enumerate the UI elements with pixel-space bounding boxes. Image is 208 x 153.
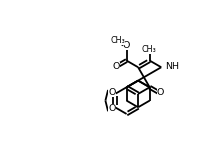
Text: NH: NH: [166, 62, 180, 71]
Text: O: O: [123, 41, 130, 50]
Text: O: O: [109, 88, 116, 97]
Text: O: O: [157, 88, 164, 97]
Text: O: O: [109, 104, 116, 113]
Text: CH₃: CH₃: [141, 45, 156, 54]
Text: O: O: [112, 62, 120, 71]
Text: CH₃: CH₃: [110, 36, 125, 45]
